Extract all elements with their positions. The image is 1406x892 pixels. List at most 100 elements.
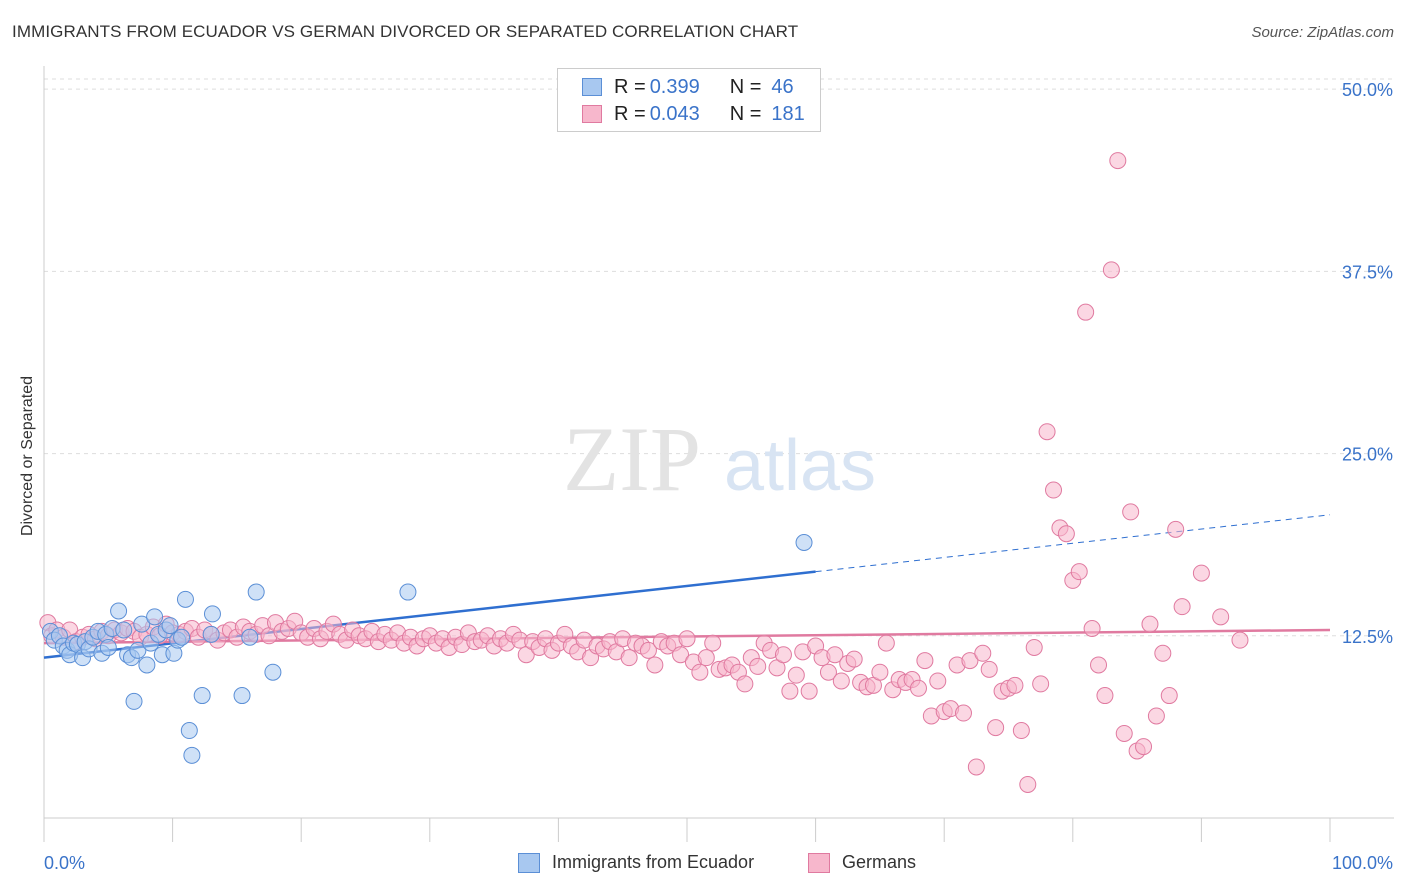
point-germans bbox=[987, 719, 1005, 737]
point-germans bbox=[1109, 152, 1127, 170]
point-germans bbox=[800, 682, 818, 700]
point-ecuador bbox=[176, 590, 194, 608]
watermark: ZIP atlas bbox=[563, 408, 876, 510]
point-ecuador bbox=[399, 583, 417, 601]
point-germans bbox=[1141, 615, 1159, 633]
legend-r-value: 0.043 bbox=[649, 102, 700, 125]
point-germans bbox=[1154, 644, 1172, 662]
point-germans bbox=[1077, 303, 1095, 321]
legend-row-ecuador: R = 0.399 N = 46 bbox=[582, 75, 794, 99]
legend-r-value: 0.399 bbox=[649, 75, 700, 98]
point-germans bbox=[1122, 503, 1140, 521]
point-ecuador bbox=[99, 638, 117, 656]
point-germans bbox=[1045, 481, 1063, 499]
watermark-atlas: atlas bbox=[724, 426, 876, 506]
point-germans bbox=[819, 663, 837, 681]
point-germans bbox=[1006, 676, 1024, 694]
point-ecuador bbox=[110, 602, 128, 620]
axes bbox=[43, 66, 1394, 842]
grid bbox=[44, 78, 1394, 637]
legend-n-label: N = bbox=[729, 75, 762, 98]
point-germans bbox=[1147, 707, 1165, 725]
point-germans bbox=[1212, 608, 1230, 626]
point-germans bbox=[691, 663, 709, 681]
point-germans bbox=[1096, 687, 1114, 705]
point-ecuador bbox=[129, 641, 147, 659]
point-germans bbox=[1102, 261, 1120, 279]
point-germans bbox=[826, 646, 844, 664]
point-ecuador bbox=[203, 605, 221, 623]
point-germans bbox=[909, 679, 927, 697]
point-ecuador bbox=[795, 533, 813, 551]
point-germans bbox=[646, 656, 664, 674]
point-germans bbox=[774, 646, 792, 664]
point-germans bbox=[1057, 525, 1075, 543]
point-germans bbox=[672, 646, 690, 664]
point-germans bbox=[620, 649, 638, 667]
tick-labels: 12.5% 25.0% 37.5% 50.0% 0.0% 100.0% bbox=[44, 80, 1393, 873]
point-germans bbox=[1192, 564, 1210, 582]
point-germans bbox=[1167, 520, 1185, 538]
y-axis-label: Divorced or Separated bbox=[19, 375, 36, 537]
point-germans bbox=[929, 672, 947, 690]
legend-n-value: 46 bbox=[771, 75, 794, 98]
point-germans bbox=[1032, 675, 1050, 693]
point-germans bbox=[1135, 738, 1153, 756]
point-ecuador bbox=[138, 656, 156, 674]
point-germans bbox=[697, 649, 715, 667]
point-germans bbox=[1012, 722, 1030, 740]
point-ecuador bbox=[173, 628, 191, 646]
point-germans bbox=[974, 644, 992, 662]
point-germans bbox=[1090, 656, 1108, 674]
point-germans bbox=[749, 657, 767, 675]
y-tick-label: 12.5% bbox=[1342, 627, 1393, 647]
y-tick-label: 50.0% bbox=[1342, 80, 1393, 100]
x-tick-label: 0.0% bbox=[44, 853, 85, 873]
point-ecuador bbox=[115, 621, 133, 639]
point-germans bbox=[916, 652, 934, 670]
bottom-legend-swatch-ecuador bbox=[518, 852, 540, 873]
watermark-zip: ZIP bbox=[563, 408, 701, 510]
point-germans bbox=[1019, 775, 1037, 793]
legend-swatch-ecuador bbox=[582, 78, 602, 96]
legend-r-label: R = bbox=[614, 102, 646, 125]
point-ecuador bbox=[247, 583, 265, 601]
point-germans bbox=[678, 630, 696, 648]
bottom-legend-swatch-germans bbox=[808, 852, 830, 873]
point-ecuador bbox=[133, 615, 151, 633]
point-ecuador bbox=[125, 692, 143, 710]
legend-n-label: N = bbox=[729, 102, 762, 125]
bottom-legend-label-germans: Germans bbox=[842, 852, 917, 872]
bottom-legend-ecuador: Immigrants from Ecuador bbox=[518, 852, 754, 873]
point-germans bbox=[954, 704, 972, 722]
point-germans bbox=[1038, 423, 1056, 441]
point-germans bbox=[1231, 631, 1249, 649]
point-ecuador bbox=[264, 663, 282, 681]
point-germans bbox=[871, 663, 889, 681]
point-germans bbox=[736, 675, 754, 693]
point-ecuador bbox=[146, 608, 164, 626]
point-germans bbox=[845, 650, 863, 668]
point-germans bbox=[781, 682, 799, 700]
point-germans bbox=[1083, 620, 1101, 637]
point-ecuador bbox=[202, 625, 220, 643]
point-germans bbox=[639, 641, 657, 659]
data-points bbox=[39, 152, 1249, 793]
bottom-legend-germans: Germans bbox=[808, 852, 916, 873]
point-ecuador bbox=[233, 687, 251, 705]
point-germans bbox=[967, 758, 985, 776]
point-germans bbox=[1025, 638, 1043, 656]
point-ecuador bbox=[183, 746, 201, 764]
point-ecuador bbox=[241, 628, 259, 646]
point-germans bbox=[1160, 687, 1178, 705]
source-label: Source: ZipAtlas.com bbox=[1251, 24, 1394, 41]
bottom-legend-label-ecuador: Immigrants from Ecuador bbox=[552, 852, 755, 872]
legend-row-germans: R = 0.043 N = 181 bbox=[582, 102, 805, 126]
point-germans bbox=[832, 672, 850, 690]
point-ecuador bbox=[193, 687, 211, 705]
point-ecuador bbox=[180, 722, 198, 740]
bottom-legend: Immigrants from Ecuador Germans bbox=[0, 852, 1406, 878]
point-germans bbox=[1173, 598, 1191, 616]
point-germans bbox=[980, 660, 998, 678]
